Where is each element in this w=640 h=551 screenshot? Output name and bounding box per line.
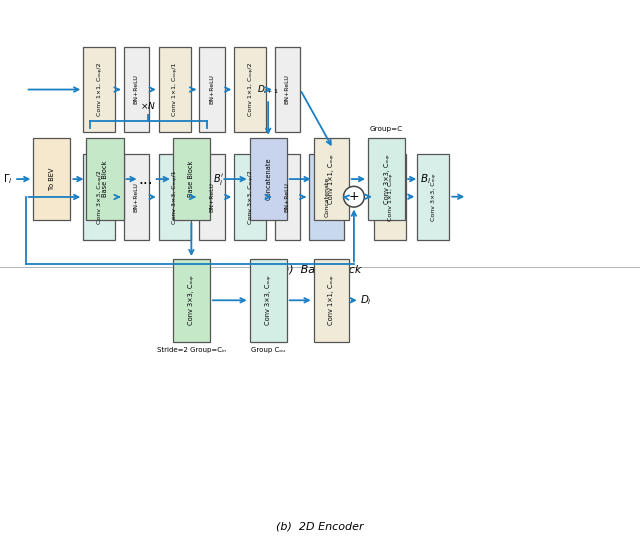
FancyBboxPatch shape — [173, 138, 210, 220]
Text: Conv 1×1, Cₒᵤₚ: Conv 1×1, Cₒᵤₚ — [328, 276, 334, 325]
FancyBboxPatch shape — [124, 47, 149, 132]
FancyBboxPatch shape — [250, 259, 287, 342]
Text: BN+ReLU: BN+ReLU — [134, 182, 139, 212]
Text: BN+ReLU: BN+ReLU — [209, 182, 214, 212]
Text: Conv 3×3, Cₒᵤₚ: Conv 3×3, Cₒᵤₚ — [265, 276, 271, 325]
Text: Conv 1×1, Cₒᵤₚ/2: Conv 1×1, Cₒᵤₚ/2 — [248, 63, 253, 116]
FancyBboxPatch shape — [250, 138, 287, 220]
Text: BN+ReLU: BN+ReLU — [134, 74, 139, 105]
Text: $B_i$: $B_i$ — [420, 172, 431, 186]
FancyBboxPatch shape — [173, 259, 210, 342]
FancyBboxPatch shape — [417, 154, 449, 240]
Text: Stride=2 Group=Cᵢₙ: Stride=2 Group=Cᵢₙ — [157, 347, 226, 353]
FancyBboxPatch shape — [33, 138, 70, 220]
FancyBboxPatch shape — [314, 259, 349, 342]
Text: Conv 3×3, Cₒᵤₚ: Conv 3×3, Cₒᵤₚ — [188, 276, 195, 325]
Text: Group=C: Group=C — [370, 126, 403, 132]
FancyBboxPatch shape — [314, 138, 349, 220]
Text: $D_i$: $D_i$ — [360, 293, 372, 307]
FancyBboxPatch shape — [83, 154, 115, 240]
Text: $\times N$: $\times N$ — [140, 100, 156, 111]
Text: Conv 1×1, Cₒᵤₚ/2: Conv 1×1, Cₒᵤₚ/2 — [97, 63, 102, 116]
Text: ...: ... — [139, 171, 153, 187]
Text: Conv 3×3, Cₒᵤₚ: Conv 3×3, Cₒᵤₚ — [431, 173, 436, 221]
Text: Base Block: Base Block — [188, 161, 195, 197]
FancyBboxPatch shape — [368, 138, 405, 220]
FancyBboxPatch shape — [234, 154, 266, 240]
FancyBboxPatch shape — [86, 138, 124, 220]
Text: $\Gamma_i$: $\Gamma_i$ — [3, 172, 13, 186]
Text: $D_{i+1}$: $D_{i+1}$ — [257, 84, 279, 96]
Text: Conv 1×1, Cₒᵤₚ/1: Conv 1×1, Cₒᵤₚ/1 — [172, 63, 177, 116]
Text: Conv 3×3, Cₒᵤₚ: Conv 3×3, Cₒᵤₚ — [383, 154, 390, 204]
Text: (b)  2D Encoder: (b) 2D Encoder — [276, 521, 364, 531]
Text: +: + — [349, 190, 359, 203]
FancyBboxPatch shape — [275, 154, 300, 240]
Text: BN+ReLU: BN+ReLU — [285, 74, 290, 105]
Text: Concatenate: Concatenate — [265, 158, 271, 201]
FancyBboxPatch shape — [124, 154, 149, 240]
Text: (a)  Base Block: (a) Base Block — [278, 264, 362, 274]
Text: Conv 3×3, Cₒᵤₚ/2: Conv 3×3, Cₒᵤₚ/2 — [97, 170, 102, 224]
FancyBboxPatch shape — [199, 47, 225, 132]
Text: Conv 1×1, Cₒᵤₚ: Conv 1×1, Cₒᵤₚ — [328, 154, 334, 204]
Text: BN+ReLU: BN+ReLU — [285, 182, 290, 212]
Text: Base Block: Base Block — [102, 161, 108, 197]
FancyBboxPatch shape — [83, 47, 115, 132]
Text: Concatenate: Concatenate — [324, 177, 329, 217]
Text: Conv 3×3, Cₒᵤₚ/1: Conv 3×3, Cₒᵤₚ/1 — [172, 170, 177, 224]
Circle shape — [344, 186, 364, 207]
FancyBboxPatch shape — [234, 47, 266, 132]
FancyBboxPatch shape — [275, 47, 300, 132]
FancyBboxPatch shape — [374, 154, 406, 240]
FancyBboxPatch shape — [159, 47, 191, 132]
Text: $B_i'$: $B_i'$ — [213, 171, 225, 187]
FancyBboxPatch shape — [199, 154, 225, 240]
Text: To BEV: To BEV — [49, 168, 55, 190]
FancyBboxPatch shape — [309, 154, 344, 240]
Text: Conv 3×3, Cₒᵤₚ/2: Conv 3×3, Cₒᵤₚ/2 — [248, 170, 253, 224]
Text: Conv 1×1, Cₒᵤₚ: Conv 1×1, Cₒᵤₚ — [388, 174, 393, 220]
FancyBboxPatch shape — [159, 154, 191, 240]
Text: BN+ReLU: BN+ReLU — [209, 74, 214, 105]
Text: Group Cₒᵤ: Group Cₒᵤ — [251, 347, 285, 353]
